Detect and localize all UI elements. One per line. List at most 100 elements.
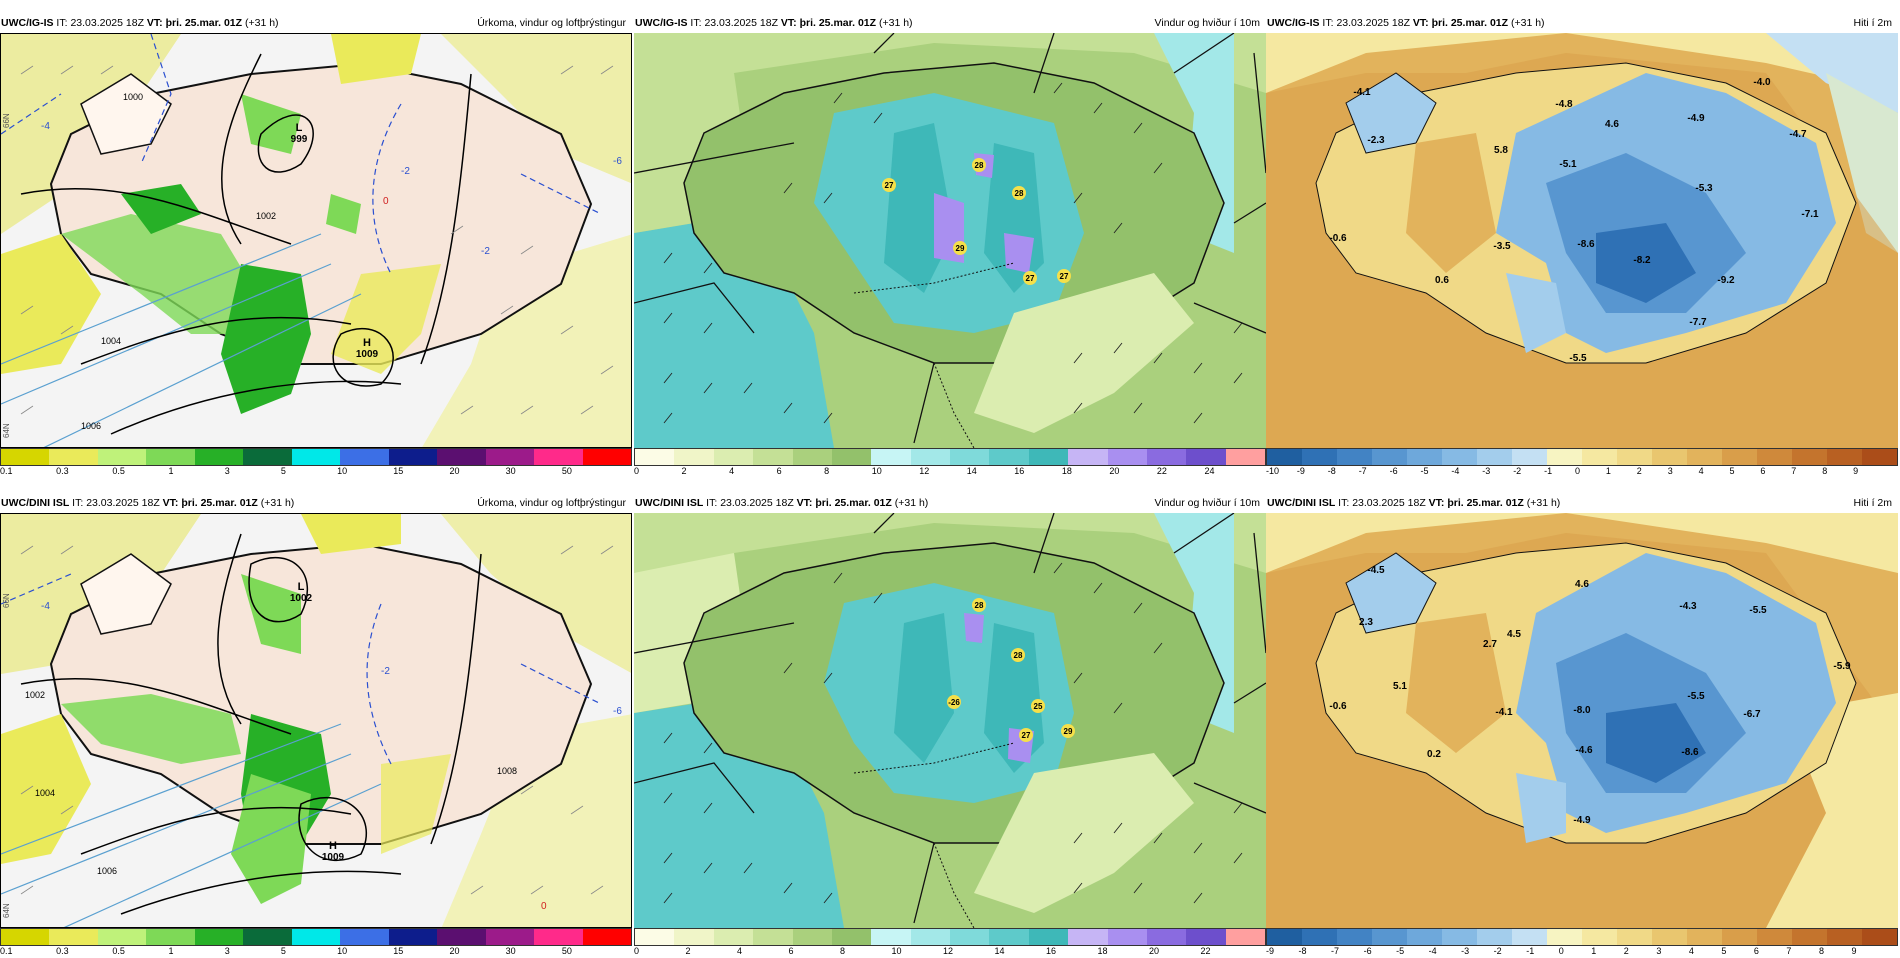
colorbar-tick-label: 0 [634, 466, 640, 476]
temp-label: 4.6 [1575, 579, 1589, 590]
temp-contour-label: -2 [381, 666, 390, 677]
colorbar-swatch [97, 929, 147, 945]
colorbar-tick-label: 18 [1097, 946, 1108, 956]
colorbar-swatch [485, 449, 535, 465]
colorbar-swatch [582, 449, 632, 465]
wind-colorbar [634, 928, 1266, 946]
temp-label: 5.8 [1494, 145, 1508, 156]
temperature-colorbar-ticks: -9 -8 -7 -6 -5 -4 -3 -2 -1 0 1 2 3 4 5 6 7 8 9 [1266, 946, 1898, 958]
colorbar-swatch [1512, 449, 1547, 465]
temp-label: -7.7 [1689, 317, 1707, 328]
colorbar-swatch [1722, 929, 1757, 945]
isobar-label: 1008 [497, 766, 517, 776]
colorbar-swatch [1372, 929, 1407, 945]
colorbar-tick-label: 0 [1558, 946, 1564, 956]
panel-title: Hiti í 2m [1853, 17, 1892, 29]
temp-label: -8.0 [1573, 705, 1591, 716]
colorbar-swatch [340, 929, 389, 945]
panel-precip-igis: UWC/IG-IS IT: 23.03.2025 18Z VT: þri. 25… [0, 14, 632, 476]
colorbar-swatch [674, 449, 714, 465]
colorbar-swatch [1225, 449, 1265, 465]
temp-label: 2.7 [1483, 639, 1497, 650]
temp-label: -7.1 [1801, 209, 1819, 220]
colorbar-tick-label: 1 [1591, 946, 1597, 956]
colorbar-tick-label: 7 [1791, 466, 1797, 476]
gust-label: 27 [1060, 272, 1069, 281]
colorbar-tick-label: 3 [1656, 946, 1662, 956]
wind-map[interactable]: 28 28 -26 25 27 29 [634, 513, 1266, 928]
colorbar-tick-label: 30 [505, 946, 516, 956]
colorbar-swatch [713, 929, 754, 945]
gust-label: 29 [956, 244, 965, 253]
colorbar-tick-label: 2 [685, 946, 691, 956]
colorbar-tick-label: 14 [994, 946, 1005, 956]
colorbar-swatch [1146, 449, 1187, 465]
precip-map[interactable]: L 999 H 1009 1000 1002 1004 1006 -4 -2 -… [0, 33, 632, 448]
forecast-offset: (+31 h) [244, 17, 279, 29]
colorbar-swatch [831, 929, 872, 945]
colorbar-tick-label: -1 [1526, 946, 1535, 956]
colorbar-tick-label: 8 [824, 466, 830, 476]
colorbar-swatch [950, 929, 990, 945]
temperature-map[interactable]: -4.5 2.3 4.6 -4.3 -5.5 4.5 2.7 5.1 -5.9 … [1266, 513, 1898, 928]
colorbar-tick-label: -8 [1327, 466, 1336, 476]
temp-label: -8.6 [1577, 239, 1595, 250]
temp-label: -5.3 [1695, 183, 1713, 194]
colorbar-tick-label: 0.3 [56, 466, 69, 476]
colorbar-swatch [49, 929, 98, 945]
colorbar-swatch [871, 929, 911, 945]
colorbar-swatch [1107, 449, 1147, 465]
colorbar-tick-label: 5 [1729, 466, 1735, 476]
temp-label: 0.6 [1435, 275, 1449, 286]
colorbar-swatch [831, 449, 872, 465]
model-name: UWC/IG-IS [1267, 17, 1320, 29]
colorbar-swatch [1407, 929, 1442, 945]
colorbar-swatch [243, 929, 292, 945]
colorbar-tick-label: 50 [561, 946, 572, 956]
colorbar-swatch [1477, 449, 1512, 465]
temperature-map[interactable]: -4.1 -2.3 -4.8 4.6 -4.9 -4.0 5.8 -5.1 -4… [1266, 33, 1898, 448]
forecast-offset: (+31 h) [260, 497, 295, 509]
gust-label: 27 [1022, 731, 1031, 740]
precip-map[interactable]: L 1002 H 1009 1002 1004 1006 1008 -4 -2 … [0, 513, 632, 928]
gust-label: 28 [975, 161, 984, 170]
model-name: UWC/IG-IS [635, 17, 688, 29]
colorbar-tick-label: -5 [1396, 946, 1405, 956]
colorbar-tick-label: 3 [224, 946, 230, 956]
colorbar-swatch [1068, 929, 1108, 945]
temp-label: -9.2 [1717, 275, 1735, 286]
colorbar-swatch [1617, 929, 1652, 945]
colorbar-tick-label: -9 [1296, 466, 1305, 476]
panel-header: UWC/IG-IS IT: 23.03.2025 18Z VT: þri. 25… [0, 14, 632, 32]
temp-label: -4.3 [1679, 601, 1697, 612]
temp-label: -4.8 [1555, 99, 1573, 110]
colorbar-swatch [1186, 929, 1226, 945]
colorbar-tick-label: 0.3 [56, 946, 69, 956]
colorbar-swatch [1442, 449, 1477, 465]
panel-header: UWC/IG-IS IT: 23.03.2025 18Z VT: þri. 25… [634, 14, 1266, 32]
colorbar-tick-label: 6 [788, 946, 794, 956]
colorbar-swatch [340, 449, 389, 465]
low-pressure-value: 999 [291, 134, 308, 145]
colorbar-swatch [989, 929, 1029, 945]
colorbar-tick-label: 6 [776, 466, 782, 476]
colorbar-tick-label: 0.1 [0, 946, 13, 956]
colorbar-tick-label: 14 [966, 466, 977, 476]
colorbar-swatch [1302, 449, 1337, 465]
temperature-colorbar [1266, 448, 1898, 466]
panel-header: UWC/DINI ISL IT: 23.03.2025 18Z VT: þri.… [0, 494, 632, 512]
colorbar-tick-label: 6 [1753, 946, 1759, 956]
colorbar-swatch [388, 929, 438, 945]
colorbar-tick-label: -10 [1266, 466, 1280, 476]
wind-map[interactable]: 27 28 28 29 27 27 [634, 33, 1266, 448]
high-pressure-symbol: H [363, 337, 371, 349]
colorbar-swatch [1827, 449, 1862, 465]
colorbar-swatch [1302, 929, 1337, 945]
colorbar-swatch [291, 929, 341, 945]
colorbar-tick-label: 2 [1623, 946, 1629, 956]
colorbar-tick-label: 20 [449, 466, 460, 476]
colorbar-tick-label: -4 [1451, 466, 1460, 476]
colorbar-tick-label: 1 [168, 946, 174, 956]
colorbar-tick-label: 10 [871, 466, 882, 476]
colorbar-swatch [910, 449, 950, 465]
